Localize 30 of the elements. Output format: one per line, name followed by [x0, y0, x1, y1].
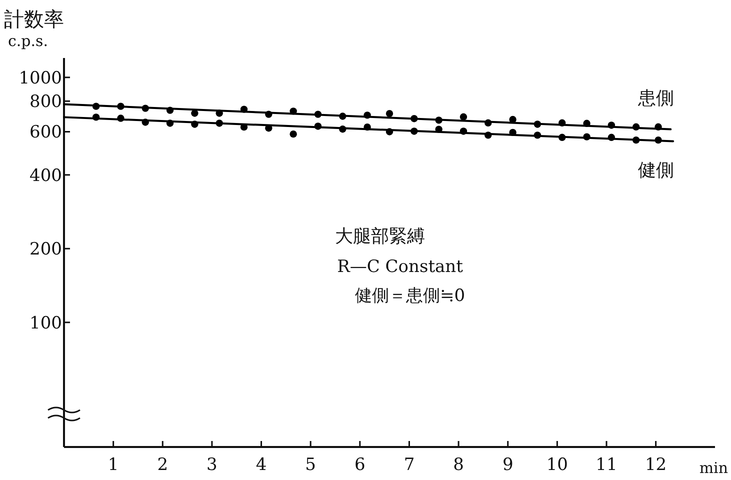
y-tick-label: 1000 — [18, 68, 62, 88]
y-axis-title: 計数率 — [4, 7, 64, 31]
y-tick-label: 100 — [30, 313, 62, 334]
point — [290, 130, 297, 138]
y-tick-label: 600 — [30, 122, 62, 143]
y-tick-label: 800 — [30, 92, 62, 112]
point — [386, 110, 394, 118]
x-tick-label: 11 — [596, 455, 618, 475]
text: c.p.s. — [8, 32, 48, 50]
x-tick-label: 8 — [453, 455, 464, 475]
x-tick-label: 6 — [354, 455, 366, 475]
x-tick-label: 5 — [305, 455, 316, 475]
y-tick-label: 400 — [30, 166, 62, 186]
point — [191, 110, 198, 117]
annotation: 健側＝患側≒0 — [354, 286, 466, 306]
x-axis-title: min — [699, 459, 728, 477]
series-label: 健側 — [638, 160, 674, 181]
annotation: 大腿部緊縛 — [335, 226, 425, 247]
x-tick-label: 9 — [502, 455, 514, 475]
x-tick-label: 1 — [108, 455, 119, 475]
x-tick-label: 12 — [645, 455, 667, 475]
annotation: R—C Constant — [337, 257, 464, 277]
x-tick-label: 2 — [157, 455, 168, 475]
y-tick-label: 200 — [30, 240, 62, 260]
x-tick-label: 7 — [404, 455, 415, 475]
x-tick-label: 10 — [546, 455, 568, 475]
x-tick-label: 3 — [206, 455, 218, 475]
point — [460, 113, 468, 120]
series-label: 患側 — [637, 88, 674, 109]
x-tick-label: 4 — [256, 455, 267, 475]
